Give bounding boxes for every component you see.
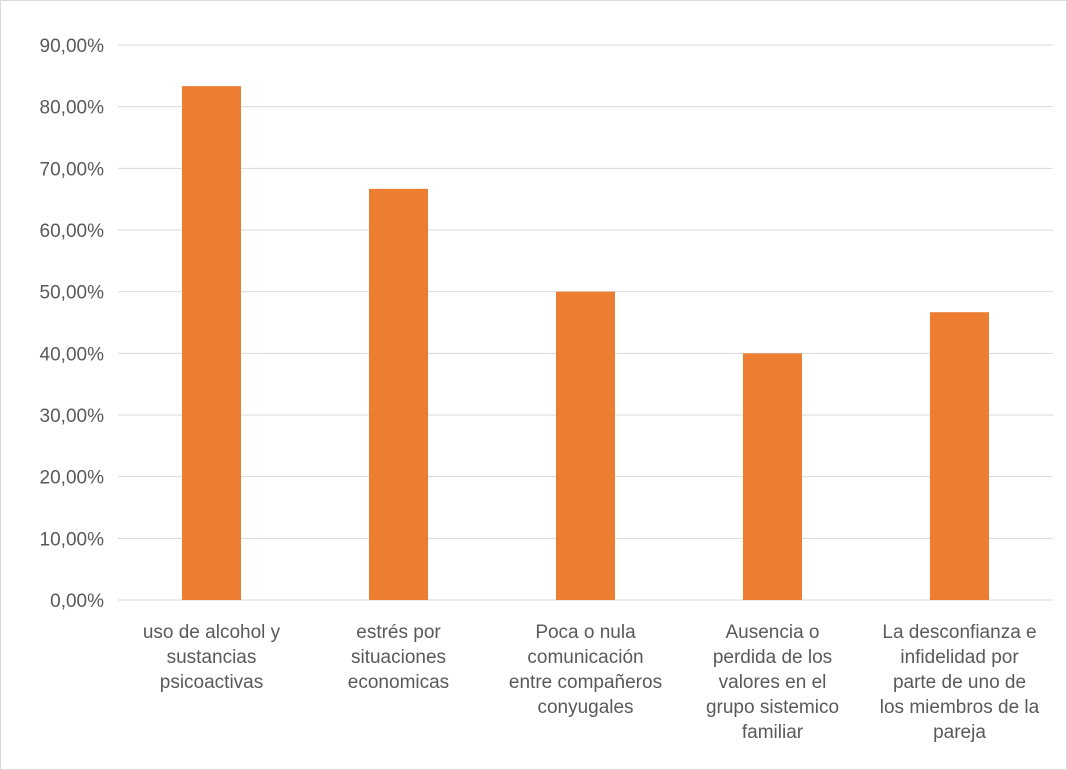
x-category-label: Poca o nula comunicación entre compañero… bbox=[508, 622, 663, 718]
x-category-label: estrés por situaciones economicas bbox=[347, 622, 450, 693]
y-tick-label: 60,00% bbox=[40, 221, 105, 242]
y-tick-label: 20,00% bbox=[40, 468, 105, 489]
bar bbox=[556, 291, 615, 600]
y-tick-label: 30,00% bbox=[40, 406, 105, 427]
x-category-label: La desconfianza e infidelidad por parte … bbox=[879, 622, 1040, 743]
y-tick-label: 70,00% bbox=[40, 159, 105, 180]
bar bbox=[743, 353, 802, 600]
y-tick-label: 40,00% bbox=[40, 344, 105, 365]
y-tick-label: 50,00% bbox=[40, 283, 105, 304]
y-tick-label: 10,00% bbox=[40, 529, 105, 550]
y-tick-label: 80,00% bbox=[40, 98, 105, 119]
y-tick-label: 90,00% bbox=[40, 36, 105, 57]
x-category-label: uso de alcohol y sustancias psicoactivas bbox=[142, 622, 281, 693]
bar bbox=[182, 86, 241, 601]
x-category-label: Ausencia o perdida de los valores en el … bbox=[705, 622, 840, 743]
bar bbox=[369, 188, 428, 600]
bar bbox=[930, 312, 989, 600]
y-tick-label: 0,00% bbox=[50, 591, 104, 612]
